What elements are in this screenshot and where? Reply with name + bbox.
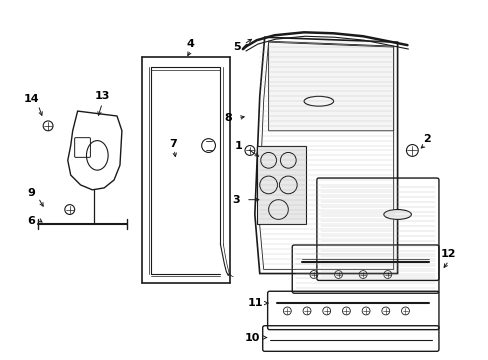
Text: 9: 9: [27, 188, 35, 198]
Text: 1: 1: [234, 140, 242, 150]
Text: 8: 8: [224, 113, 232, 123]
Ellipse shape: [383, 210, 410, 219]
Text: 10: 10: [244, 333, 259, 342]
Text: 3: 3: [232, 195, 240, 205]
Polygon shape: [268, 42, 393, 131]
Text: 13: 13: [94, 91, 110, 101]
Text: 7: 7: [169, 139, 177, 149]
FancyBboxPatch shape: [256, 145, 305, 224]
Text: 6: 6: [27, 216, 35, 226]
Ellipse shape: [304, 96, 333, 106]
Text: 14: 14: [23, 94, 39, 104]
Text: 12: 12: [440, 249, 456, 259]
Text: 4: 4: [186, 39, 194, 49]
Text: 5: 5: [233, 42, 241, 52]
Text: 11: 11: [247, 298, 263, 308]
Text: 2: 2: [423, 134, 430, 144]
